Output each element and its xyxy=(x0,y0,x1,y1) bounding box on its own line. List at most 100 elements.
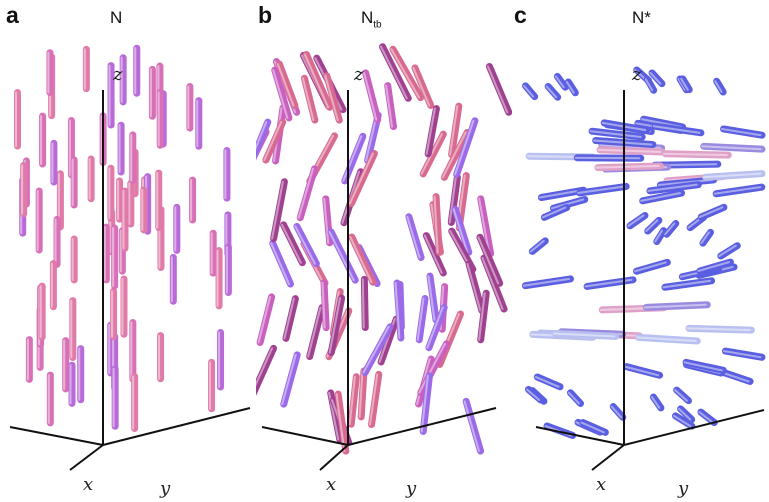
rod xyxy=(348,233,377,286)
rod xyxy=(673,386,692,405)
axes-b: z x y xyxy=(261,64,497,499)
rod-highlight xyxy=(263,121,283,162)
rod-highlight xyxy=(565,80,575,94)
panel-a-nematic: z x y a N xyxy=(0,0,256,502)
panel-a-phase-main: N xyxy=(110,8,123,27)
rod-highlight xyxy=(654,229,664,243)
rod-highlight xyxy=(720,127,762,137)
rod xyxy=(700,142,766,153)
rod-highlight xyxy=(624,365,660,377)
rod xyxy=(417,340,450,397)
rod-highlight xyxy=(463,400,481,453)
rod-highlight xyxy=(272,69,289,119)
rod-highlight xyxy=(595,164,660,169)
rod-highlight xyxy=(294,225,316,265)
rod xyxy=(522,82,539,101)
rod-highlight xyxy=(593,139,653,146)
rod-highlight xyxy=(541,206,567,219)
rod-highlight xyxy=(257,295,272,344)
back-axis xyxy=(261,426,349,446)
rod xyxy=(347,150,378,208)
rod xyxy=(269,239,294,288)
rod xyxy=(524,385,545,404)
panel-b-drawing: z x y xyxy=(256,43,512,499)
rod-highlight xyxy=(365,114,378,162)
rod-highlight xyxy=(714,80,723,94)
rod xyxy=(635,333,701,345)
rod-highlight xyxy=(348,375,356,426)
rod-highlight xyxy=(481,256,504,311)
rod-highlight xyxy=(722,350,762,359)
rod xyxy=(377,315,400,366)
rod xyxy=(256,344,278,396)
rod-highlight xyxy=(522,277,571,287)
rod xyxy=(432,193,443,256)
rod-highlight xyxy=(328,230,355,282)
rod xyxy=(663,220,680,238)
rod xyxy=(280,221,306,267)
rod xyxy=(293,222,320,268)
rod-highlight xyxy=(550,198,585,210)
rod xyxy=(544,82,562,101)
z-axis-label: z xyxy=(631,64,642,85)
rod-highlight xyxy=(677,77,686,91)
rod-highlight xyxy=(420,374,429,433)
rod xyxy=(697,203,728,221)
rod-highlight xyxy=(449,105,459,156)
rod-highlight xyxy=(674,389,689,402)
rod xyxy=(347,373,360,428)
rod-highlight xyxy=(700,231,711,245)
rod-highlight xyxy=(452,208,469,254)
rod-highlight xyxy=(645,219,659,233)
rod-highlight xyxy=(335,393,346,453)
rod xyxy=(424,105,440,158)
rod-highlight xyxy=(610,405,623,419)
rod-highlight xyxy=(477,236,500,285)
rod xyxy=(579,419,609,436)
rod-highlight xyxy=(348,152,374,205)
rod-highlight xyxy=(650,396,661,409)
rod xyxy=(639,189,686,205)
y-axis xyxy=(102,407,251,446)
rod-highlight xyxy=(324,74,339,122)
rod-highlight xyxy=(680,77,689,91)
panel-c-letter: c xyxy=(514,2,527,28)
rod-highlight xyxy=(643,303,707,309)
rod xyxy=(327,294,346,357)
rod-highlight xyxy=(368,373,379,426)
rod xyxy=(379,43,412,102)
rod-highlight xyxy=(283,297,295,340)
y-axis-label: y xyxy=(677,478,689,499)
rod-highlight xyxy=(478,197,491,255)
rod-highlight xyxy=(394,281,401,340)
rod-highlight xyxy=(538,189,584,199)
rod xyxy=(699,228,715,247)
rod xyxy=(583,276,637,290)
panel-c-drawing: z x y xyxy=(521,64,766,499)
rod xyxy=(717,242,741,260)
rod xyxy=(671,412,696,430)
rod-highlight xyxy=(412,66,431,107)
rod-highlight xyxy=(423,234,443,275)
rod-highlight xyxy=(425,107,436,155)
rod-highlight xyxy=(418,342,446,394)
rod-highlight xyxy=(486,65,509,114)
rod xyxy=(389,45,425,102)
rod xyxy=(549,195,589,212)
rod xyxy=(334,390,350,455)
x-axis-label: x xyxy=(83,474,93,495)
x-axis xyxy=(69,444,104,471)
rod xyxy=(633,258,671,275)
rod xyxy=(419,372,433,435)
rod xyxy=(485,62,512,116)
rods-b xyxy=(256,43,512,455)
rod-highlight xyxy=(328,297,342,354)
rod-highlight xyxy=(321,281,326,329)
z-axis-label: z xyxy=(353,64,364,85)
rod xyxy=(720,125,766,139)
rod-highlight xyxy=(640,191,682,202)
rod-highlight xyxy=(657,178,714,187)
rod xyxy=(697,408,718,427)
rod-highlight xyxy=(534,375,560,388)
rod xyxy=(415,295,429,344)
